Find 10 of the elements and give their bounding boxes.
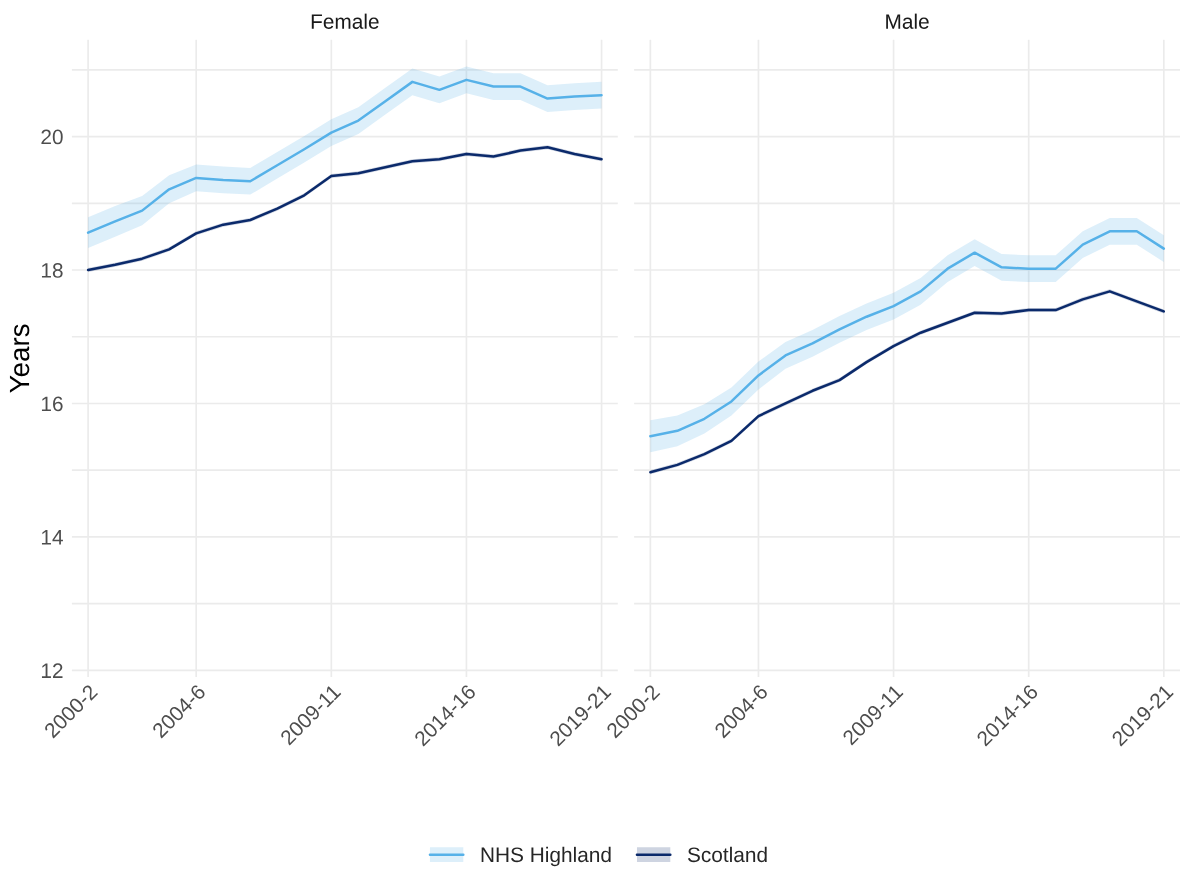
chart-title: Male xyxy=(886,13,929,29)
y-tick-label: 20 xyxy=(41,129,63,145)
legend-label: NHS Highland xyxy=(481,846,611,867)
y-tick-label: 18 xyxy=(41,263,63,278)
legend-label: Scotland xyxy=(687,846,767,863)
chart-title: Female xyxy=(311,13,379,29)
y-tick-label: 12 xyxy=(41,663,63,678)
y-tick-label: 14 xyxy=(41,530,63,545)
y-axis-title: Years xyxy=(9,324,30,393)
y-tick-label: 16 xyxy=(41,396,63,412)
